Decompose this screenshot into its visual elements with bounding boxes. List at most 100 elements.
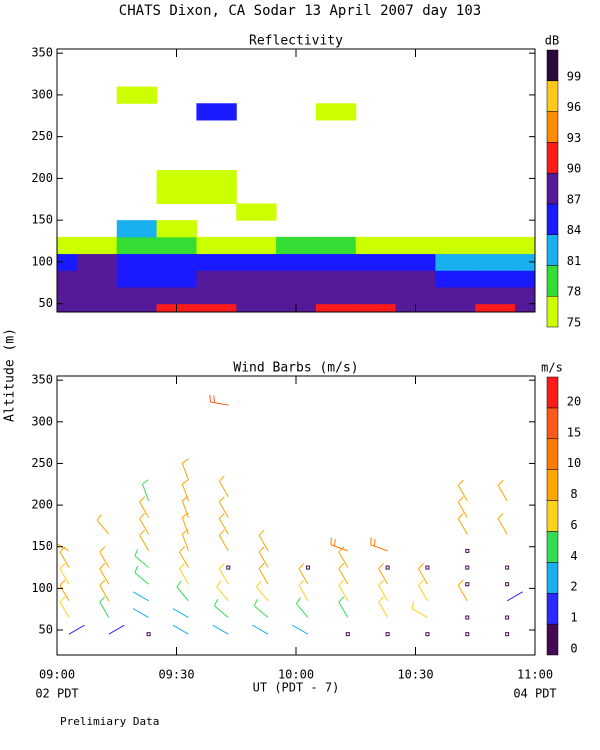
wind-barb — [108, 624, 125, 635]
colorbar-label: 84 — [567, 223, 581, 237]
wind-barb — [59, 596, 70, 618]
colorbar-segment — [546, 469, 559, 501]
y-tick-label: 100 — [31, 581, 53, 595]
wind-barb — [338, 546, 349, 568]
reflectivity-cell — [475, 253, 516, 271]
wind-barb — [292, 624, 309, 635]
reflectivity-cell — [116, 303, 158, 312]
reflectivity-cell — [475, 303, 516, 312]
reflectivity-cell — [57, 303, 78, 312]
wind-barb — [216, 580, 229, 602]
wind-barb — [176, 580, 189, 602]
calm-marker — [345, 632, 350, 637]
colorbar-segment — [546, 376, 559, 409]
reflectivity-cell — [196, 170, 237, 188]
reflectivity-cell — [196, 103, 237, 121]
wind-barb — [338, 596, 349, 618]
y-tick-label: 300 — [31, 414, 53, 428]
wind-barb — [338, 579, 349, 602]
reflectivity-cell — [315, 253, 357, 271]
x-tick-label: 10:00 — [278, 668, 314, 682]
wind-barb — [181, 458, 189, 481]
y-tick-label: 50 — [39, 296, 53, 310]
y-tick-label: 50 — [39, 623, 53, 637]
colorbar-segment — [546, 295, 559, 328]
wind-barb — [179, 546, 189, 568]
wind-barb — [57, 543, 70, 552]
reflectivity-cell — [276, 286, 317, 305]
panel-title: Reflectivity — [249, 34, 343, 49]
reflectivity-cell — [515, 286, 535, 305]
reflectivity-cell — [196, 186, 237, 204]
wind-barb — [141, 479, 150, 502]
wind-barb — [338, 563, 349, 585]
wind-barb — [218, 475, 229, 498]
reflectivity-cell — [276, 236, 317, 255]
reflectivity-cell — [156, 270, 197, 288]
wind-barb — [214, 599, 229, 618]
reflectivity-cell — [475, 236, 516, 255]
colorbar-label: 10 — [567, 456, 581, 470]
reflectivity-cell — [196, 270, 237, 288]
calm-marker — [425, 632, 430, 637]
wind-barb — [209, 394, 229, 406]
colorbar-segment — [546, 438, 559, 470]
reflectivity-cell — [315, 303, 357, 312]
wind-barb — [256, 580, 269, 602]
colorbar-unit: m/s — [541, 361, 563, 375]
wind-barb — [253, 599, 269, 618]
wind-barb — [258, 563, 269, 585]
wind-barb — [218, 513, 229, 535]
reflectivity-cell — [515, 303, 535, 312]
y-tick-label: 350 — [31, 373, 53, 387]
reflectivity-cell — [76, 303, 118, 312]
x-tick-label: 09:00 — [39, 668, 75, 682]
wind-barb — [132, 608, 149, 618]
wind-barb — [68, 624, 85, 635]
wind-barb — [139, 529, 150, 552]
wind-barb — [258, 546, 269, 568]
reflectivity-cell — [196, 286, 237, 305]
calm-marker — [305, 565, 310, 570]
y-tick-label: 300 — [31, 87, 53, 101]
wind-barb — [378, 563, 389, 585]
wind-barb — [179, 563, 189, 585]
colorbar-segment — [546, 531, 559, 563]
x-axis-label: UT (PDT - 7) — [253, 681, 340, 695]
reflectivity-cell — [475, 270, 516, 288]
colorbar-segment — [546, 562, 559, 594]
reflectivity-cell — [435, 253, 476, 271]
colorbar-segment — [546, 80, 559, 112]
wind-barb — [418, 579, 428, 602]
calm-marker — [226, 565, 231, 570]
reflectivity-cell — [515, 253, 535, 271]
colorbar-segment — [546, 623, 559, 656]
reflectivity-cell — [57, 286, 78, 305]
colorbar-segment — [546, 142, 559, 174]
colorbar-label: 99 — [567, 69, 581, 83]
reflectivity-cell — [156, 186, 197, 204]
y-tick-label: 150 — [31, 213, 53, 227]
colorbar-label: 1 — [570, 611, 577, 625]
wind-barb — [497, 479, 508, 502]
wind-barb — [457, 513, 468, 535]
x-tick-label: 09:30 — [158, 668, 194, 682]
wind-barb — [172, 624, 189, 635]
reflectivity-cell — [315, 103, 357, 121]
reflectivity-cell — [515, 236, 535, 255]
calm-marker — [465, 632, 470, 637]
wind-barb — [218, 563, 229, 585]
calm-marker — [465, 548, 470, 553]
calm-marker — [146, 632, 151, 637]
calm-marker — [385, 565, 390, 570]
wind-barb — [134, 549, 149, 568]
wind-barb — [330, 537, 348, 552]
colorbar-label: 2 — [570, 580, 577, 594]
reflectivity-cell — [57, 236, 78, 255]
reflectivity-cell — [355, 253, 397, 271]
colorbar-label: 78 — [567, 285, 581, 299]
reflectivity-cell — [116, 86, 158, 104]
wind-barb — [411, 601, 428, 618]
y-tick-label: 350 — [31, 46, 53, 60]
wind-barb — [99, 579, 110, 602]
